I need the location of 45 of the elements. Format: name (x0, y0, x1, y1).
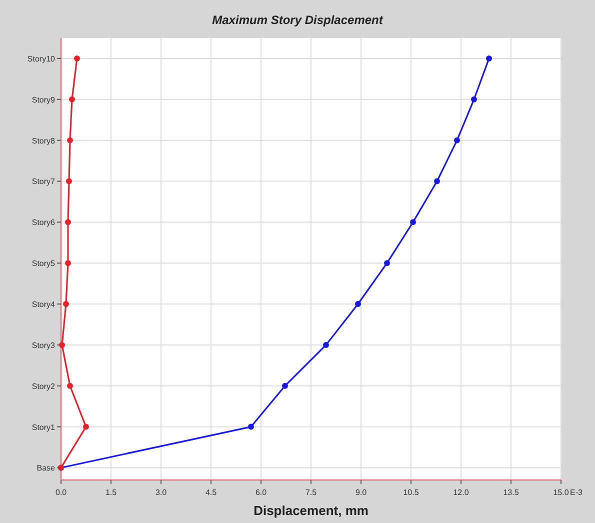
y-tick-label: Story1 (32, 422, 56, 432)
y-tick-label: Story9 (32, 95, 56, 104)
text: E-3 (570, 488, 583, 497)
point (410, 219, 416, 226)
point (63, 301, 69, 308)
y-tick-label: Story7 (32, 177, 56, 186)
y-tick-label: Base (36, 464, 56, 473)
point (282, 382, 288, 389)
x-tick-label: 9.0 (355, 488, 368, 497)
y-tick-label: Story2 (32, 382, 56, 391)
x-tick-label: 7.5 (305, 488, 318, 497)
x-tick-label: 1.5 (105, 488, 118, 497)
point (65, 219, 71, 226)
point (69, 96, 75, 102)
y-tick-label: Story6 (32, 218, 56, 228)
x-tick-label: 10.5 (403, 488, 420, 497)
point (74, 55, 80, 62)
y-tick-label: Story3 (32, 340, 56, 350)
point (486, 55, 492, 62)
point (67, 137, 73, 144)
chart-title: Maximum Story Displacement (212, 13, 384, 27)
y-tick-label: Story5 (32, 259, 56, 268)
x-tick-label: 3.0 (155, 488, 168, 497)
y-tick-label: Story10 (27, 54, 56, 64)
point (66, 178, 72, 184)
point (65, 260, 71, 266)
x-tick-label: 4.5 (205, 488, 218, 497)
point (384, 260, 390, 266)
point (248, 424, 254, 430)
x-tick-label: 6.0 (255, 488, 268, 497)
point (59, 342, 65, 348)
x-tick-label: 0.0 (55, 488, 68, 497)
x-axis-title: Displacement, mm (254, 503, 368, 518)
x-tick-label: 15.0 (553, 488, 570, 497)
y-tick-label: Story4 (32, 300, 56, 310)
point (323, 342, 329, 348)
point (83, 424, 89, 430)
point (355, 301, 361, 308)
y-tick-label: Story8 (32, 136, 56, 146)
point (67, 382, 73, 389)
point (454, 137, 460, 144)
x-tick-label: 13.5 (503, 488, 520, 497)
point (471, 96, 477, 102)
x-tick-label: 12.0 (453, 488, 470, 497)
point (434, 178, 440, 184)
